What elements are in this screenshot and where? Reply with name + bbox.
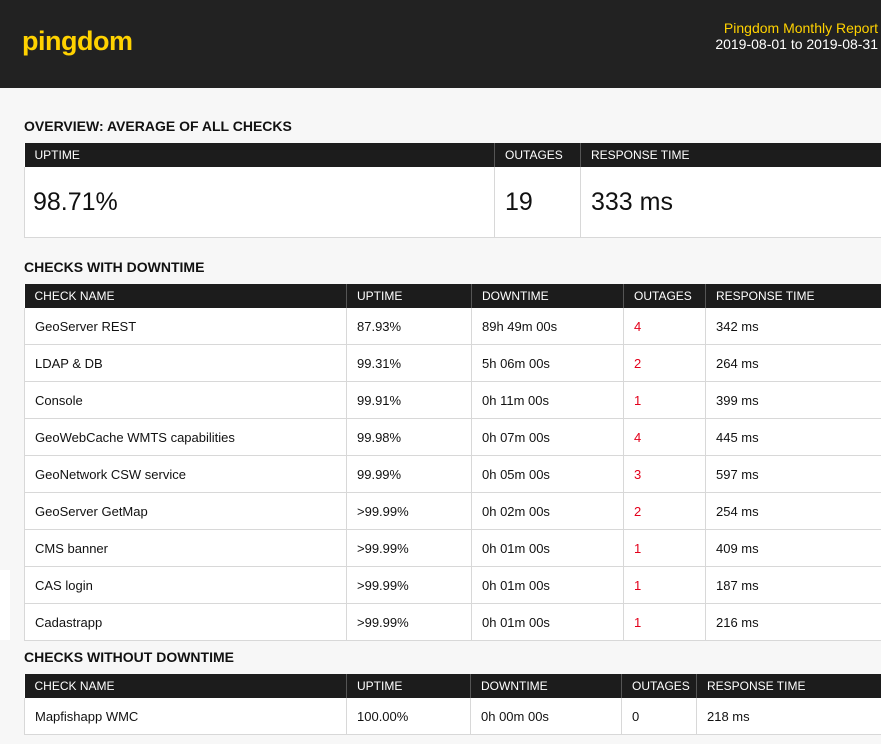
col-outages: OUTAGES xyxy=(621,674,697,698)
table-row: GeoServer REST 87.93% 89h 49m 00s 4 342 ms xyxy=(24,308,881,345)
check-downtime: 0h 00m 00s xyxy=(470,698,622,735)
check-outages: 2 xyxy=(623,344,706,382)
report-header: pingdom Pingdom Monthly Report 2019-08-0… xyxy=(0,0,881,88)
check-downtime: 5h 06m 00s xyxy=(471,344,624,382)
check-name: CMS banner xyxy=(24,529,347,567)
check-uptime: 87.93% xyxy=(346,308,472,345)
table-row: GeoNetwork CSW service 99.99% 0h 05m 00s 3 5… xyxy=(24,455,881,493)
no-downtime-table: CHECK NAME UPTIME DOWNTIME OUTAGES RESPO… xyxy=(24,674,881,735)
check-downtime: 0h 11m 00s xyxy=(471,381,624,419)
table-row: GeoServer GetMap >99.99% 0h 02m 00s 2 254 ms xyxy=(24,492,881,530)
col-uptime: UPTIME xyxy=(346,284,472,308)
table-row: LDAP & DB 99.31% 5h 06m 00s 2 264 ms xyxy=(24,344,881,382)
check-uptime: 100.00% xyxy=(346,698,471,735)
check-outages: 1 xyxy=(623,603,706,641)
col-check-name: CHECK NAME xyxy=(24,284,347,308)
check-name: Cadastrapp xyxy=(24,603,347,641)
check-uptime: >99.99% xyxy=(346,566,472,604)
check-name: GeoWebCache WMTS capabilities xyxy=(24,418,347,456)
check-response: 342 ms xyxy=(705,308,881,345)
check-outages: 1 xyxy=(623,529,706,567)
check-outages: 4 xyxy=(623,418,706,456)
report-title: Pingdom Monthly Report xyxy=(723,20,878,36)
check-outages: 4 xyxy=(623,308,706,345)
check-uptime: 99.98% xyxy=(346,418,472,456)
check-downtime: 0h 05m 00s xyxy=(471,455,624,493)
check-response: 218 ms xyxy=(696,698,881,735)
check-response: 399 ms xyxy=(705,381,881,419)
col-response-time: RESPONSE TIME xyxy=(705,284,881,308)
downtime-header-row: CHECK NAME UPTIME DOWNTIME OUTAGES RESPO… xyxy=(24,284,881,308)
overview-col-uptime: UPTIME xyxy=(24,143,495,167)
check-downtime: 0h 01m 00s xyxy=(471,566,624,604)
check-response: 254 ms xyxy=(705,492,881,530)
overview-col-response: RESPONSE TIME xyxy=(580,143,881,167)
table-row: GeoWebCache WMTS capabilities 99.98% 0h 07… xyxy=(24,418,881,456)
table-row: CAS login >99.99% 0h 01m 00s 1 187 ms xyxy=(24,566,881,604)
check-uptime: 99.99% xyxy=(346,455,472,493)
check-name: LDAP & DB xyxy=(24,344,347,382)
overview-response-value: 333 ms xyxy=(580,167,881,238)
check-uptime: >99.99% xyxy=(346,529,472,567)
check-outages: 1 xyxy=(623,566,706,604)
check-response: 445 ms xyxy=(705,418,881,456)
check-downtime: 0h 02m 00s xyxy=(471,492,624,530)
check-response: 187 ms xyxy=(705,566,881,604)
no-downtime-header-row: CHECK NAME UPTIME DOWNTIME OUTAGES RESPO… xyxy=(24,674,881,698)
check-outages: 1 xyxy=(623,381,706,419)
check-name: CAS login xyxy=(24,566,347,604)
check-uptime: >99.99% xyxy=(346,603,472,641)
overview-outages-value: 19 xyxy=(494,167,581,238)
downtime-table: CHECK NAME UPTIME DOWNTIME OUTAGES RESPO… xyxy=(24,284,881,641)
check-outages: 3 xyxy=(623,455,706,493)
col-response-time: RESPONSE TIME xyxy=(696,674,881,698)
col-uptime: UPTIME xyxy=(346,674,471,698)
check-outages: 2 xyxy=(623,492,706,530)
no-downtime-title: CHECKS WITHOUT DOWNTIME xyxy=(24,649,234,665)
check-downtime: 0h 01m 00s xyxy=(471,529,624,567)
overview-col-outages: OUTAGES xyxy=(494,143,581,167)
check-response: 264 ms xyxy=(705,344,881,382)
check-name: GeoNetwork CSW service xyxy=(24,455,347,493)
check-outages: 0 xyxy=(621,698,697,735)
table-row: CMS banner >99.99% 0h 01m 00s 1 409 ms xyxy=(24,529,881,567)
check-name: GeoServer GetMap xyxy=(24,492,347,530)
downtime-title: CHECKS WITH DOWNTIME xyxy=(24,259,205,275)
check-response: 216 ms xyxy=(705,603,881,641)
col-outages: OUTAGES xyxy=(623,284,706,308)
overview-header-row: UPTIME OUTAGES RESPONSE TIME xyxy=(24,143,881,167)
pingdom-logo: pingdom xyxy=(22,26,133,56)
report-date-range: 2019-08-01 to 2019-08-31 xyxy=(715,36,878,52)
check-downtime: 89h 49m 00s xyxy=(471,308,624,345)
col-downtime: DOWNTIME xyxy=(470,674,622,698)
table-row: Cadastrapp >99.99% 0h 01m 00s 1 216 ms xyxy=(24,603,881,641)
check-downtime: 0h 01m 00s xyxy=(471,603,624,641)
table-row: Console 99.91% 0h 11m 00s 1 399 ms xyxy=(24,381,881,419)
check-downtime: 0h 07m 00s xyxy=(471,418,624,456)
overview-table: UPTIME OUTAGES RESPONSE TIME 98.71% 19 3… xyxy=(24,143,881,238)
check-uptime: 99.91% xyxy=(346,381,472,419)
overview-title: OVERVIEW: AVERAGE OF ALL CHECKS xyxy=(24,118,292,134)
col-downtime: DOWNTIME xyxy=(471,284,624,308)
overview-uptime-value: 98.71% xyxy=(24,167,495,238)
check-uptime: 99.31% xyxy=(346,344,472,382)
check-uptime: >99.99% xyxy=(346,492,472,530)
page-margin-strip xyxy=(0,570,10,640)
check-name: GeoServer REST xyxy=(24,308,347,345)
report-info: Pingdom Monthly Report 2019-08-01 to 201… xyxy=(688,20,878,52)
overview-values-row: 98.71% 19 333 ms xyxy=(24,167,881,238)
col-check-name: CHECK NAME xyxy=(24,674,347,698)
check-name: Mapfishapp WMC xyxy=(24,698,347,735)
check-name: Console xyxy=(24,381,347,419)
table-row: Mapfishapp WMC 100.00% 0h 00m 00s 0 218 ms xyxy=(24,698,881,735)
check-response: 597 ms xyxy=(705,455,881,493)
check-response: 409 ms xyxy=(705,529,881,567)
